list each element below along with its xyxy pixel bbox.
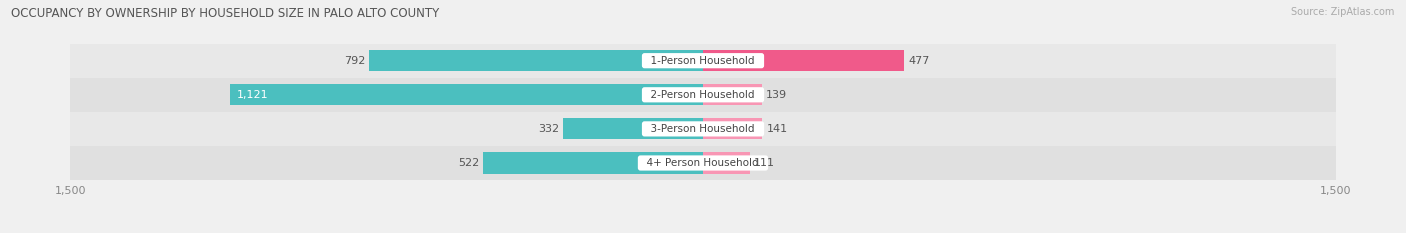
Text: 2-Person Household: 2-Person Household <box>644 90 762 100</box>
Text: 332: 332 <box>538 124 560 134</box>
Bar <box>70 78 1336 112</box>
Bar <box>70 44 1336 78</box>
Text: 4+ Person Household: 4+ Person Household <box>641 158 765 168</box>
Text: 792: 792 <box>344 56 366 66</box>
Bar <box>703 152 749 174</box>
Text: 141: 141 <box>766 124 787 134</box>
Bar <box>703 84 762 105</box>
Text: 1,121: 1,121 <box>236 90 269 100</box>
Text: 522: 522 <box>458 158 479 168</box>
Text: 477: 477 <box>908 56 929 66</box>
Bar <box>703 118 762 140</box>
Bar <box>231 84 703 105</box>
Text: 111: 111 <box>754 158 775 168</box>
Bar <box>703 50 904 71</box>
Bar <box>482 152 703 174</box>
Text: 139: 139 <box>766 90 787 100</box>
Bar <box>70 112 1336 146</box>
Text: Source: ZipAtlas.com: Source: ZipAtlas.com <box>1291 7 1395 17</box>
Bar <box>562 118 703 140</box>
Text: OCCUPANCY BY OWNERSHIP BY HOUSEHOLD SIZE IN PALO ALTO COUNTY: OCCUPANCY BY OWNERSHIP BY HOUSEHOLD SIZE… <box>11 7 440 20</box>
Text: 3-Person Household: 3-Person Household <box>644 124 762 134</box>
Text: 1-Person Household: 1-Person Household <box>644 56 762 66</box>
Bar <box>368 50 703 71</box>
Bar <box>70 146 1336 180</box>
